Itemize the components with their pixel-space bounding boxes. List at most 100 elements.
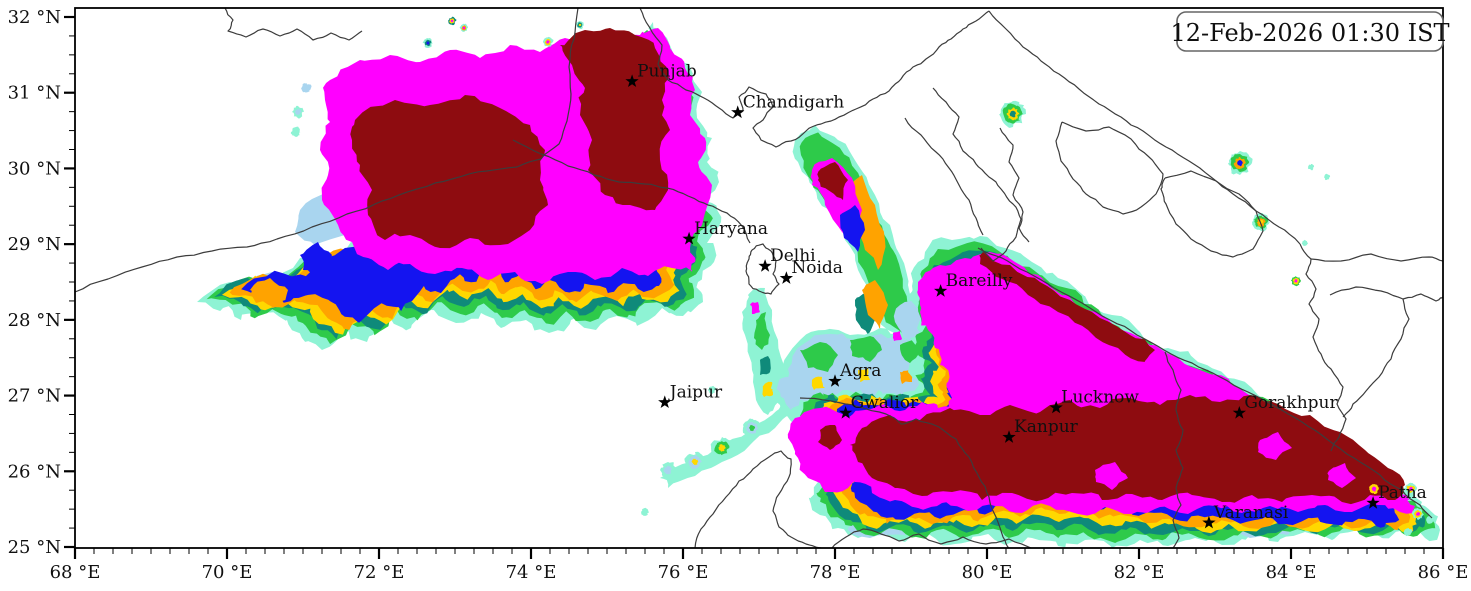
city-star-icon [1202, 515, 1216, 529]
boundary-line [988, 10, 1301, 245]
precip-level-6-orange [900, 370, 913, 384]
city-marker-jaipur: Jaipur [658, 382, 723, 408]
timestamp-text: 12-Feb-2026 01:30 IST [1170, 19, 1449, 47]
latitude-tick-label: 31 °N [8, 83, 61, 104]
city-label: Agra [839, 361, 881, 381]
city-marker-agra: Agra [828, 361, 881, 387]
city-star-icon [1366, 496, 1380, 509]
longitude-tick-label: 84 °E [1266, 562, 1317, 583]
boundary-line [1299, 243, 1347, 452]
latitude-tick-label: 32 °N [8, 7, 61, 28]
precip-darkred-uttarakhand-cell [817, 162, 848, 200]
boundary-line [799, 397, 1010, 548]
precip-cell [450, 19, 454, 23]
city-label: Chandigarh [743, 92, 845, 112]
precip-cell [1426, 516, 1434, 524]
city-star-icon [839, 406, 853, 419]
precip-cell [1403, 528, 1413, 537]
precip-level-8-magenta [750, 302, 760, 314]
city-marker-gwalior: Gwalior [839, 393, 919, 419]
boundary-line [904, 117, 984, 236]
city-marker-haryana: Haryana [682, 219, 768, 245]
precip-cell [546, 40, 550, 44]
city-label: Haryana [694, 219, 768, 239]
boundary-line [639, 8, 990, 148]
city-marker-gorakhpur: Gorakhpur [1232, 393, 1338, 419]
precip-darkred-se-mass [850, 395, 1405, 505]
city-star-icon [779, 271, 793, 284]
precip-cell [1307, 164, 1315, 171]
city-label: Gwalior [851, 393, 919, 413]
city-label: Lucknow [1061, 388, 1139, 408]
city-marker-patna: Patna [1366, 483, 1427, 509]
city-marker-chandigarh: Chandigarh [731, 92, 845, 119]
latitude-tick-label: 28 °N [8, 310, 61, 331]
precip-level-4-teal [760, 356, 771, 375]
precip-level-6-orange [250, 278, 288, 305]
boundary-line [977, 247, 1433, 519]
city-marker-varanasi: Varanasi [1202, 503, 1289, 529]
precip-cell [691, 458, 699, 466]
city-label: Noida [791, 258, 843, 278]
longitude-tick-label: 70 °E [202, 562, 253, 583]
precip-level-8-magenta [892, 331, 902, 341]
precip-level-6-orange [862, 280, 888, 330]
precip-cell [1324, 173, 1331, 181]
boundary-line [1160, 170, 1264, 258]
city-label: Kanpur [1014, 417, 1079, 437]
longitude-tick-label: 80 °E [962, 562, 1013, 583]
city-label: Delhi [770, 246, 816, 266]
longitude-tick-label: 86 °E [1418, 562, 1469, 583]
city-star-icon [625, 74, 639, 87]
city-label: Bareilly [946, 271, 1013, 291]
longitude-tick-label: 78 °E [810, 562, 861, 583]
precip-cell [301, 83, 312, 93]
precip-cell [1237, 159, 1243, 167]
city-star-icon [731, 105, 745, 119]
precip-cell [1371, 486, 1377, 492]
city-star-icon [758, 259, 772, 272]
boundary-line [694, 450, 822, 548]
boundary-line [75, 8, 579, 293]
longitude-tick-label: 82 °E [1114, 562, 1165, 583]
longitude-tick-label: 76 °E [658, 562, 709, 583]
latitude-tick-label: 30 °N [8, 158, 61, 179]
precipitation-layer [197, 16, 1440, 548]
boundary-line [1164, 351, 1184, 548]
boundary-line [932, 87, 1022, 262]
boundary-line [1310, 253, 1443, 262]
longitude-tick-label: 68 °E [50, 562, 101, 583]
precip-cell [578, 23, 582, 27]
boundary-line [999, 127, 1030, 243]
precip-level-8-magenta [1258, 432, 1292, 460]
city-star-icon [1049, 400, 1063, 414]
boundary-line [831, 528, 1032, 548]
state-boundaries-layer [75, 8, 1443, 548]
longitude-tick-label: 74 °E [506, 562, 557, 583]
precip-cell [1301, 239, 1308, 246]
city-marker-delhi: Delhi [758, 246, 816, 272]
precip-level-3-green [754, 312, 770, 350]
city-star-icon [1232, 406, 1246, 419]
axes-layer: 32 °N 31 °N 30 °N 29 °N 28 °N 27 °N 26 °N 25 °N… [8, 7, 1469, 583]
precip-darkred-foothill-band [979, 252, 1155, 362]
latitude-tick-label: 26 °N [8, 461, 61, 482]
precip-cell [1409, 486, 1413, 491]
city-label: Gorakhpur [1244, 393, 1338, 413]
city-label: Varanasi [1213, 503, 1289, 523]
boundary-line [224, 8, 363, 41]
precip-level-5-yellow [811, 376, 825, 390]
boundary-line [1342, 298, 1410, 418]
precip-level-3-green [800, 342, 838, 372]
city-marker-noida: Noida [779, 258, 843, 284]
city-star-icon [828, 374, 842, 387]
precip-cell [290, 126, 301, 137]
precip-cell [426, 41, 430, 45]
precip-level-5-yellow [858, 368, 870, 382]
precip-cell [294, 109, 302, 115]
city-marker-kanpur: Kanpur [1002, 417, 1079, 443]
precip-cell [462, 26, 466, 30]
precip-cell [663, 465, 672, 475]
